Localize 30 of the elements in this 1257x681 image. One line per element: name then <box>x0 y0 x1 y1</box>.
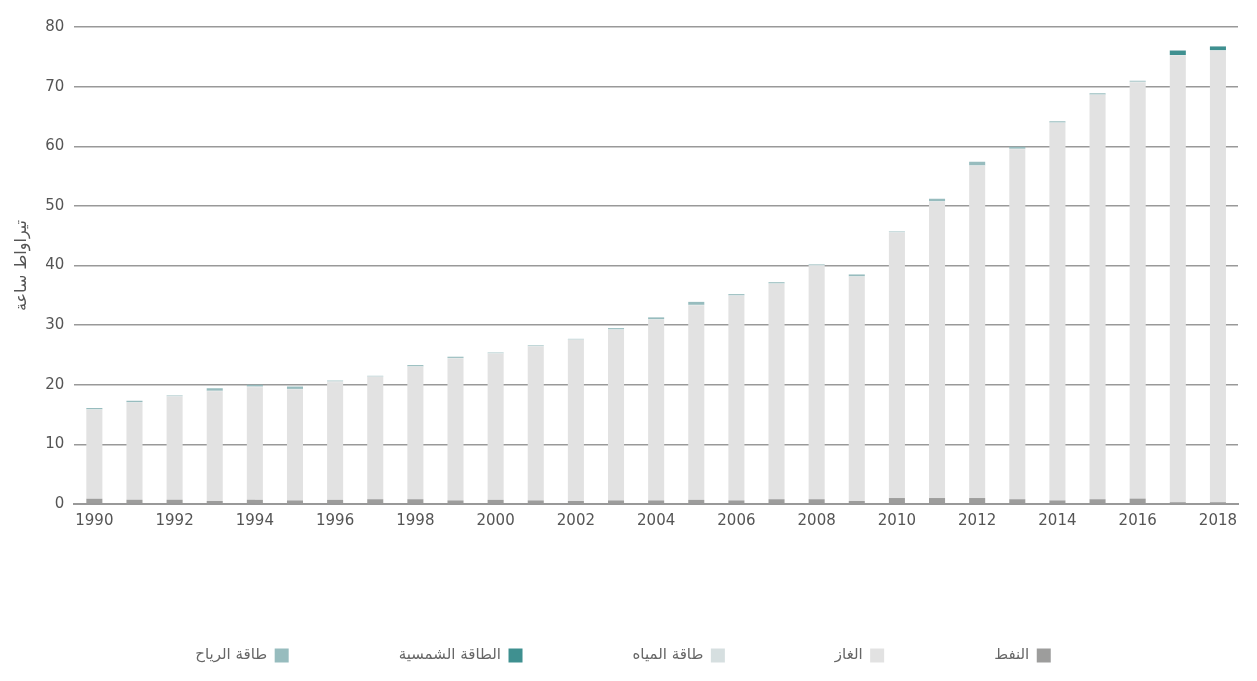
x-tick-label: 2018 <box>1198 510 1238 529</box>
y-tick-label: 60 <box>45 136 65 155</box>
y-tick-label: 40 <box>45 255 65 274</box>
y-tick-label: 10 <box>45 434 65 453</box>
x-tick-label: 2012 <box>958 510 997 529</box>
y-tick-label: 80 <box>45 16 65 35</box>
legend-label: الغاز <box>833 645 863 664</box>
y-tick-label: 70 <box>45 76 65 95</box>
legend-label: طاقة المياه <box>632 645 704 664</box>
x-tick-label: 2008 <box>797 510 836 529</box>
x-tick-label: 1990 <box>75 510 114 529</box>
x-tick-label: 1994 <box>235 510 274 529</box>
legend-label: النفط <box>994 645 1030 664</box>
legend-label: الطاقة الشمسية <box>398 645 502 664</box>
x-tick-label: 2004 <box>637 510 676 529</box>
x-tick-label: 2016 <box>1118 510 1157 529</box>
x-tick-label: 2006 <box>717 510 756 529</box>
x-tick-label: 1998 <box>396 510 435 529</box>
x-tick-label: 2014 <box>1038 510 1077 529</box>
x-tick-label: 2010 <box>877 510 917 529</box>
y-tick-label: 20 <box>45 374 65 393</box>
x-tick-label: 1992 <box>155 510 194 529</box>
x-tick-label: 2000 <box>476 510 515 529</box>
legend-label: طاقة الرياح <box>195 645 268 664</box>
y-tick-label: 50 <box>45 195 65 214</box>
x-tick-label: 2002 <box>556 510 595 529</box>
y-axis-title: تيراواط ساعة <box>10 219 31 312</box>
y-tick-label: 0 <box>54 493 65 512</box>
y-tick-label: 30 <box>45 315 65 334</box>
x-tick-label: 1996 <box>316 510 355 529</box>
